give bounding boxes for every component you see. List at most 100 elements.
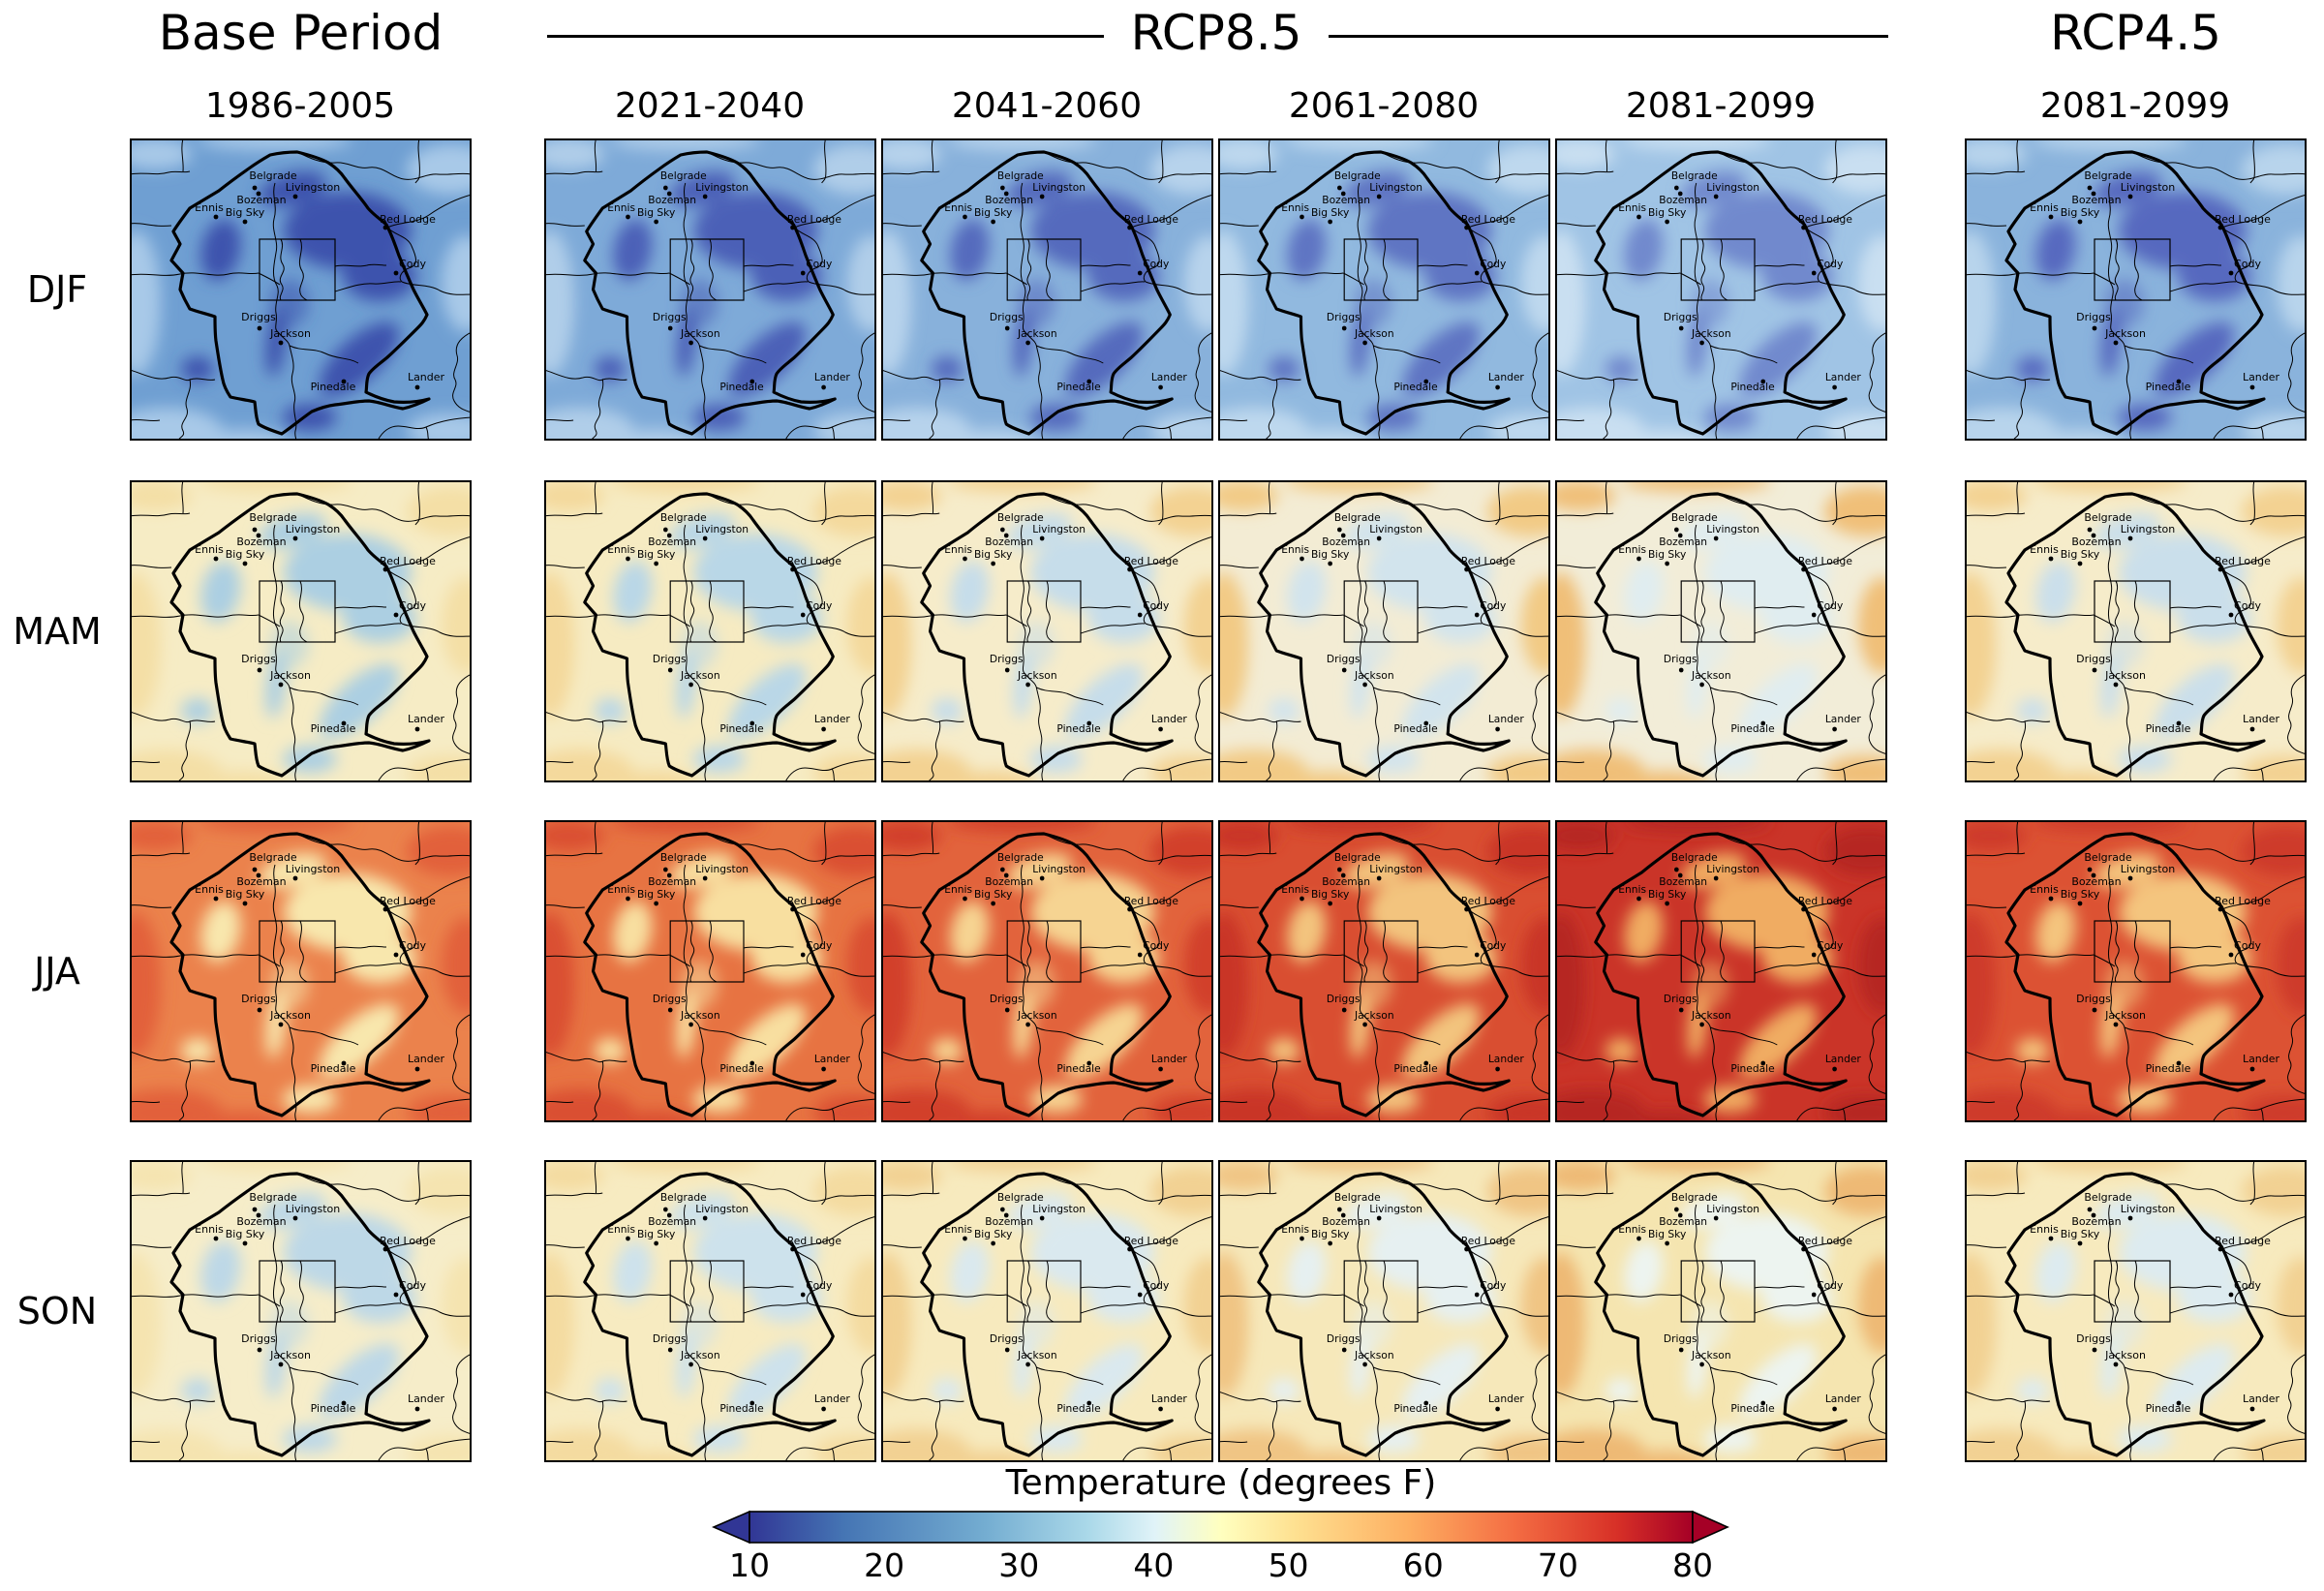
map-svg: [1555, 138, 1887, 441]
period-label-rcp85-2021-2040: 2021-2040: [614, 86, 806, 126]
period-label-rcp85-2041-2060: 2041-2060: [951, 86, 1143, 126]
map-svg: [1965, 138, 2307, 441]
period-label-base-period-1986-2005: 1986-2005: [204, 86, 396, 126]
panel-frame: [544, 480, 876, 782]
map-panel-DJF-rcp85-2081-2099: [1555, 138, 1887, 441]
map-panel-SON-rcp85-2021-2040: [544, 1160, 876, 1462]
map-panel-DJF-rcp85-2021-2040: [544, 138, 876, 441]
map-svg: [130, 820, 472, 1122]
map-panel-JJA-base-period-1986-2005: [130, 820, 472, 1122]
panel-frame: [130, 480, 472, 782]
colorbar-right-arrow: [1692, 1510, 1729, 1545]
panel-frame: [1965, 480, 2307, 782]
panel-frame: [544, 138, 876, 441]
map-svg: [1218, 820, 1550, 1122]
map-panel-SON-rcp45-2081-2099: [1965, 1160, 2307, 1462]
map-svg: [1218, 1160, 1550, 1462]
map-svg: [1555, 820, 1887, 1122]
panel-frame: [1555, 138, 1887, 441]
panel-frame: [881, 138, 1213, 441]
map-svg: [130, 138, 472, 441]
panel-frame: [1965, 138, 2307, 441]
map-svg: [881, 480, 1213, 782]
map-svg: [544, 138, 876, 441]
map-svg: [881, 138, 1213, 441]
map-panel-JJA-rcp85-2021-2040: [544, 820, 876, 1122]
map-svg: [544, 1160, 876, 1462]
colorbar-title: Temperature (degrees F): [1005, 1463, 1437, 1503]
panel-frame: [881, 1160, 1213, 1462]
panel-frame: [1555, 1160, 1887, 1462]
map-svg: [881, 820, 1213, 1122]
map-panel-DJF-rcp45-2081-2099: [1965, 138, 2307, 441]
map-panel-SON-rcp85-2041-2060: [881, 1160, 1213, 1462]
map-panel-JJA-rcp85-2041-2060: [881, 820, 1213, 1122]
colorbar-tick-70: 70: [1537, 1546, 1578, 1584]
panel-frame: [130, 820, 472, 1122]
colorbar-svg: [711, 1510, 1729, 1545]
map-panel-JJA-rcp85-2081-2099: [1555, 820, 1887, 1122]
colorbar-gradient: [749, 1511, 1694, 1544]
map-panel-MAM-rcp85-2021-2040: [544, 480, 876, 782]
map-panel-MAM-rcp85-2061-2080: [1218, 480, 1550, 782]
period-label-rcp45-2081-2099: 2081-2099: [2039, 86, 2231, 126]
map-svg: [130, 1160, 472, 1462]
rcp85-header-line-right: [1329, 35, 1888, 38]
header-rcp85: RCP8.5: [1130, 5, 1302, 61]
colorbar-tick-80: 80: [1672, 1546, 1713, 1584]
panel-frame: [1555, 480, 1887, 782]
map-panel-MAM-rcp85-2081-2099: [1555, 480, 1887, 782]
colorbar-tick-30: 30: [998, 1546, 1040, 1584]
panel-frame: [881, 820, 1213, 1122]
map-svg: [1965, 820, 2307, 1122]
map-svg: [1218, 480, 1550, 782]
panel-frame: [130, 138, 472, 441]
map-panel-SON-base-period-1986-2005: [130, 1160, 472, 1462]
row-label-JJA: JJA: [34, 950, 80, 993]
map-svg: [881, 1160, 1213, 1462]
panel-frame: [544, 1160, 876, 1462]
panel-frame: [1555, 820, 1887, 1122]
map-panel-JJA-rcp45-2081-2099: [1965, 820, 2307, 1122]
colorbar-tick-50: 50: [1268, 1546, 1309, 1584]
period-label-rcp85-2061-2080: 2061-2080: [1288, 86, 1480, 126]
map-panel-SON-rcp85-2081-2099: [1555, 1160, 1887, 1462]
map-svg: [1218, 138, 1550, 441]
panel-frame: [1218, 1160, 1550, 1462]
map-svg: [1555, 1160, 1887, 1462]
colorbar-tick-20: 20: [864, 1546, 905, 1584]
map-svg: [1965, 1160, 2307, 1462]
colorbar-tick-10: 10: [729, 1546, 770, 1584]
panel-frame: [1218, 820, 1550, 1122]
header-rcp45: RCP4.5: [2050, 5, 2221, 61]
row-label-MAM: MAM: [13, 610, 102, 653]
row-label-DJF: DJF: [26, 268, 88, 311]
panel-frame: [1965, 820, 2307, 1122]
map-svg: [544, 820, 876, 1122]
panel-frame: [1965, 1160, 2307, 1462]
map-panel-SON-rcp85-2061-2080: [1218, 1160, 1550, 1462]
panel-frame: [881, 480, 1213, 782]
map-svg: [544, 480, 876, 782]
map-svg: [1965, 480, 2307, 782]
map-svg: [1555, 480, 1887, 782]
rcp85-header-line-left: [547, 35, 1104, 38]
map-panel-MAM-base-period-1986-2005: [130, 480, 472, 782]
map-svg: [130, 480, 472, 782]
map-panel-DJF-rcp85-2061-2080: [1218, 138, 1550, 441]
map-panel-MAM-rcp45-2081-2099: [1965, 480, 2307, 782]
row-label-SON: SON: [16, 1290, 98, 1332]
map-panel-DJF-rcp85-2041-2060: [881, 138, 1213, 441]
period-label-rcp85-2081-2099: 2081-2099: [1625, 86, 1817, 126]
map-panel-JJA-rcp85-2061-2080: [1218, 820, 1550, 1122]
panel-frame: [130, 1160, 472, 1462]
map-panel-MAM-rcp85-2041-2060: [881, 480, 1213, 782]
header-base-period: Base Period: [158, 5, 443, 61]
panel-frame: [1218, 480, 1550, 782]
colorbar-left-arrow: [711, 1510, 750, 1545]
colorbar-tick-60: 60: [1402, 1546, 1444, 1584]
colorbar-tick-40: 40: [1133, 1546, 1175, 1584]
panel-frame: [544, 820, 876, 1122]
colorbar-bar: [711, 1510, 1729, 1547]
